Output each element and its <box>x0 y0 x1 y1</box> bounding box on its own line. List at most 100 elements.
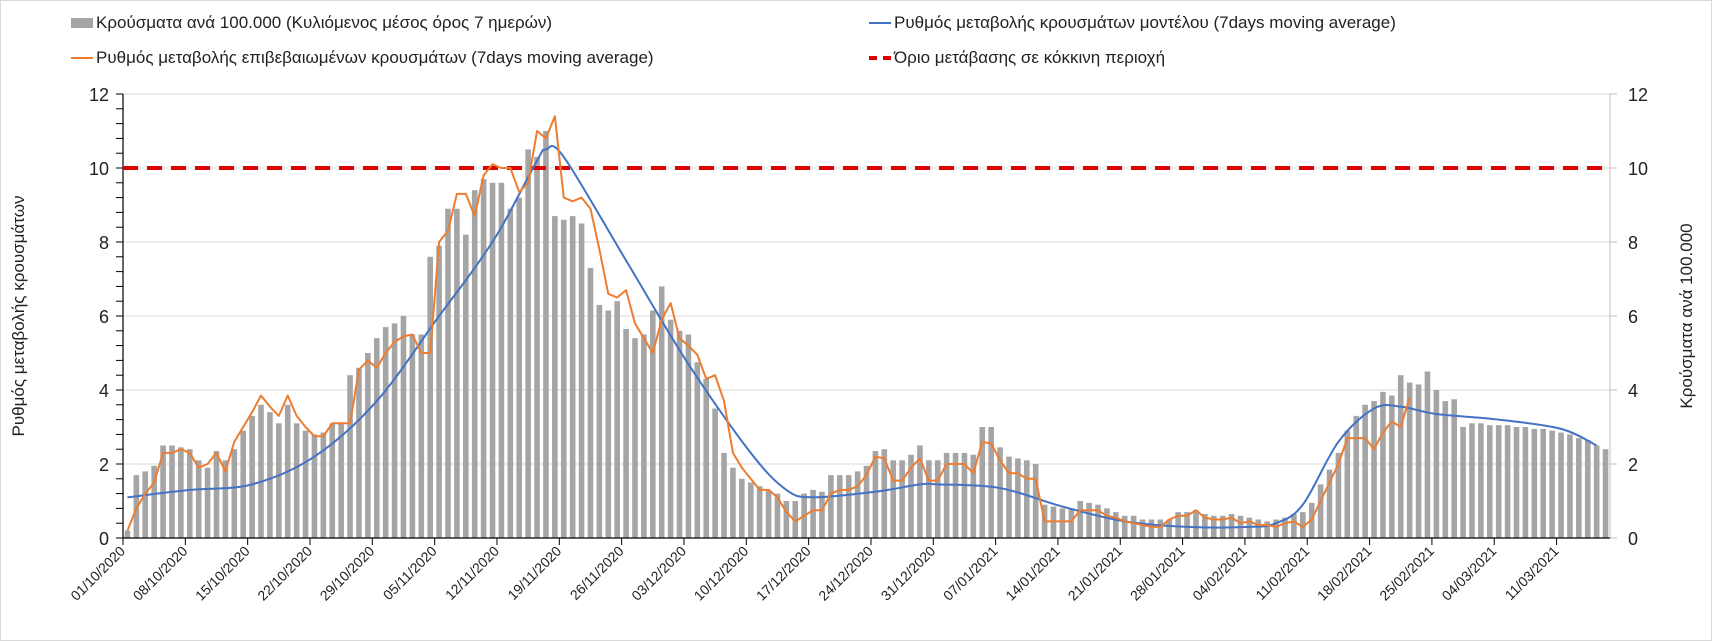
bar <box>1095 504 1101 538</box>
bar <box>382 327 389 538</box>
bar <box>934 460 941 538</box>
bar <box>1148 519 1155 538</box>
bar <box>890 460 897 538</box>
bar <box>1469 423 1475 538</box>
bar <box>908 454 914 538</box>
bar <box>1415 384 1422 538</box>
bar <box>1139 519 1146 538</box>
bar <box>267 412 273 538</box>
x-tick-label: 24/12/2020 <box>815 543 876 604</box>
bar <box>658 286 665 538</box>
bar <box>1282 517 1288 538</box>
bar <box>142 471 149 538</box>
bar <box>231 449 238 538</box>
bar <box>774 493 781 538</box>
bar <box>988 427 994 538</box>
bar <box>543 131 549 538</box>
legend-item-observed: Ρυθμός μεταβολής επιβεβαιωμένων κρουσμάτ… <box>71 48 654 68</box>
x-tick-label: 11/03/2021 <box>1502 543 1562 603</box>
bar <box>836 475 843 538</box>
bar <box>302 430 309 538</box>
bar <box>1397 375 1404 538</box>
left-axis-title: Ρυθμός μεταβολής κρουσμάτων <box>9 196 28 437</box>
bar <box>1255 519 1262 538</box>
bar <box>1486 425 1493 538</box>
bar <box>1451 399 1457 538</box>
bar <box>489 182 496 539</box>
x-tick-label: 25/02/2021 <box>1376 543 1437 604</box>
y-tick-label-left: 10 <box>89 159 109 179</box>
bar <box>320 432 327 538</box>
bar <box>552 216 558 538</box>
bar <box>151 465 157 538</box>
y-tick-label-right: 12 <box>1628 85 1648 105</box>
bar <box>249 415 255 538</box>
bar <box>1157 519 1164 538</box>
bar <box>1023 460 1030 538</box>
bar <box>204 467 211 538</box>
bar <box>641 334 647 538</box>
bar <box>899 460 905 538</box>
bar <box>1291 513 1297 538</box>
bar <box>480 179 487 538</box>
legend-line-swatch <box>869 22 891 24</box>
bar <box>427 256 433 538</box>
bar <box>400 316 407 538</box>
model-rate-line <box>127 145 1598 529</box>
bar <box>1317 484 1324 538</box>
x-tick-label: 15/10/2020 <box>192 543 253 604</box>
bar <box>1522 427 1529 538</box>
bar <box>756 486 763 538</box>
bar <box>1032 464 1039 538</box>
bar <box>872 451 879 538</box>
bar <box>1478 423 1484 538</box>
bar <box>186 449 193 538</box>
bar <box>1362 404 1368 538</box>
bar <box>961 452 968 538</box>
bar <box>676 330 683 538</box>
x-tick-label: 01/10/2020 <box>67 543 128 604</box>
x-tick-label: 28/01/2021 <box>1127 543 1188 604</box>
bar <box>1433 390 1440 538</box>
x-tick-label: 22/10/2020 <box>254 543 315 604</box>
bar <box>534 156 540 538</box>
bar <box>373 338 380 538</box>
bar <box>516 197 523 538</box>
bar <box>1424 371 1431 538</box>
bar <box>917 445 923 538</box>
bar <box>391 323 398 538</box>
x-tick-label: 08/10/2020 <box>130 543 191 604</box>
x-tick-label: 03/12/2020 <box>628 543 689 604</box>
bar <box>596 304 603 538</box>
y-tick-label-right: 10 <box>1628 159 1648 179</box>
bar <box>1406 382 1413 538</box>
bar <box>1344 430 1351 538</box>
bar <box>1460 427 1466 538</box>
observed-rate-line <box>126 115 1411 531</box>
y-tick-label-right: 4 <box>1628 381 1638 401</box>
legend-label: Ρυθμός μεταβολής κρουσμάτων μοντέλου (7d… <box>894 13 1396 32</box>
bar <box>1602 449 1609 538</box>
bar <box>240 430 247 538</box>
x-tick-label: 05/11/2020 <box>380 543 440 603</box>
bar <box>1193 510 1199 538</box>
bar <box>195 460 202 538</box>
y-tick-label-right: 0 <box>1628 529 1638 549</box>
y-tick-label-right: 2 <box>1628 455 1638 475</box>
bar <box>560 219 567 539</box>
bar <box>952 452 959 538</box>
bar <box>454 208 460 538</box>
bar <box>1335 452 1342 538</box>
bar <box>436 245 442 538</box>
bar <box>979 427 986 538</box>
bar <box>1380 391 1386 538</box>
bar <box>783 501 790 538</box>
bar <box>329 423 336 538</box>
y-tick-label-left: 12 <box>89 85 109 105</box>
bar <box>258 404 264 538</box>
bar <box>943 452 950 538</box>
bar <box>1371 401 1377 538</box>
legend-label: Κρούσματα ανά 100.000 (Κυλιόμενος μέσος … <box>96 13 553 32</box>
bar <box>587 267 594 538</box>
bar <box>578 223 585 538</box>
